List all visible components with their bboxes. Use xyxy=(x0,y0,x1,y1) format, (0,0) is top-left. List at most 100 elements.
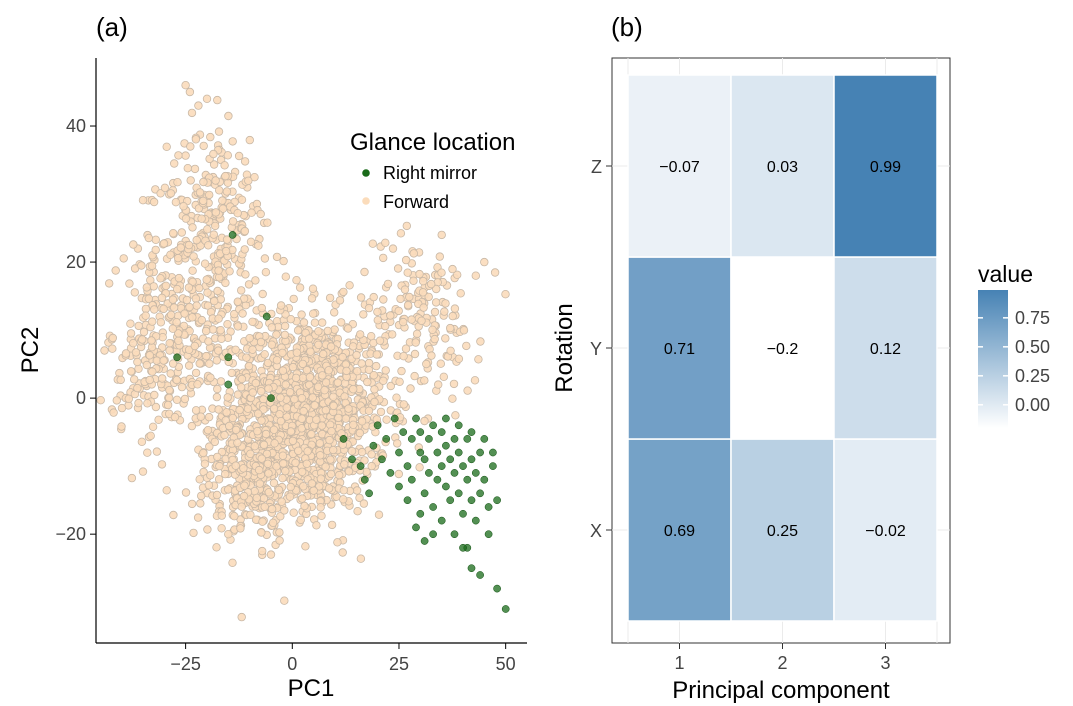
scatter-point-forward xyxy=(202,94,212,103)
scatter-point-forward xyxy=(185,302,194,312)
scatter-point-forward xyxy=(241,270,250,279)
scatter-point-forward xyxy=(198,196,208,206)
scatter-point-forward xyxy=(394,306,403,316)
colorbar-tick-label: 0.00 xyxy=(1015,395,1050,415)
scatter-point-forward xyxy=(192,235,201,245)
scatter-point-forward xyxy=(370,385,379,394)
scatter-point-right-mirror xyxy=(437,428,446,436)
scatter-point-forward xyxy=(194,101,203,110)
scatter-point-forward xyxy=(253,409,263,418)
scatter-point-forward xyxy=(186,176,195,185)
scatter-point-forward xyxy=(137,335,147,344)
scatter-point-forward xyxy=(453,270,462,279)
scatter-point-forward xyxy=(441,299,450,308)
scatter-point-forward xyxy=(490,268,500,277)
scatter-point-forward xyxy=(159,304,168,314)
scatter-point-forward xyxy=(117,403,127,413)
scatter-point-right-mirror xyxy=(416,428,425,436)
heatmap-cell xyxy=(730,438,835,622)
heatmap-cell-label: −0.02 xyxy=(865,523,906,540)
scatter-point-forward xyxy=(338,548,347,557)
scatter-point-forward xyxy=(314,327,323,336)
scatter-point-forward xyxy=(248,345,257,354)
scatter-point-right-mirror xyxy=(467,496,476,505)
scatter-point-forward xyxy=(326,469,336,479)
scatter-point-forward xyxy=(228,137,237,146)
scatter-point-forward xyxy=(151,245,160,255)
scatter-point-right-mirror xyxy=(339,435,348,443)
scatter-point-forward xyxy=(448,394,457,403)
scatter-point-forward xyxy=(323,326,332,336)
scatter-point-forward xyxy=(296,515,305,524)
scatter-point-forward xyxy=(381,366,390,375)
scatter-point-forward xyxy=(307,479,317,488)
scatter-point-right-mirror xyxy=(386,469,395,477)
scatter-point-forward xyxy=(100,346,109,355)
scatter-point-forward xyxy=(213,452,222,462)
scatter-point-forward xyxy=(146,431,155,440)
scatter-point-forward xyxy=(301,542,310,551)
scatter-point-forward xyxy=(439,372,448,381)
scatter-point-forward xyxy=(182,295,192,305)
scatter-point-forward xyxy=(267,340,276,349)
scatter-point-forward xyxy=(261,268,271,277)
scatter-point-right-mirror xyxy=(382,435,391,443)
heatmap-cell xyxy=(833,74,938,258)
scatter-point-forward xyxy=(168,228,178,238)
scatter-point-forward xyxy=(157,460,167,469)
scatter-point-forward xyxy=(261,429,271,439)
scatter-point-right-mirror xyxy=(446,496,455,505)
scatter-point-forward xyxy=(108,333,117,343)
scatter-point-forward xyxy=(440,307,449,316)
scatter-point-forward xyxy=(417,316,426,325)
scatter-point-forward xyxy=(149,197,159,207)
scatter-point-forward xyxy=(275,536,284,545)
scatter-point-forward xyxy=(415,463,424,472)
scatter-point-forward xyxy=(222,187,232,196)
scatter-point-forward xyxy=(242,353,251,362)
scatter-point-forward xyxy=(256,209,265,219)
scatter-point-forward xyxy=(372,361,381,371)
scatter-point-forward xyxy=(264,488,273,497)
heatmap-y-axis-title: Rotation xyxy=(551,303,578,392)
scatter-point-forward xyxy=(206,471,215,480)
scatter-point-forward xyxy=(314,340,323,349)
scatter-point-forward xyxy=(272,252,282,262)
scatter-point-forward xyxy=(381,321,390,331)
scatter-point-forward xyxy=(430,307,440,317)
scatter-point-forward xyxy=(229,309,239,319)
scatter-point-forward xyxy=(393,439,402,448)
scatter-point-forward xyxy=(315,482,324,491)
scatter-point-forward xyxy=(316,451,325,460)
scatter-point-forward xyxy=(406,384,415,393)
scatter-point-forward xyxy=(157,293,167,303)
scatter-point-forward xyxy=(206,373,215,382)
scatter-point-forward xyxy=(200,259,210,268)
heatmap-cell xyxy=(627,74,732,258)
scatter-point-forward xyxy=(431,298,441,307)
scatter-point-forward xyxy=(181,488,191,497)
scatter-point-right-mirror xyxy=(459,509,467,518)
scatter-point-right-mirror xyxy=(403,462,412,470)
scatter-point-forward xyxy=(204,190,214,200)
heatmap-cell-label: 0.12 xyxy=(870,341,901,358)
scatter-point-right-mirror xyxy=(416,509,425,518)
scatter-point-forward xyxy=(185,87,195,97)
scatter-point-forward xyxy=(448,311,457,321)
scatter-point-forward xyxy=(224,421,234,431)
scatter-point-forward xyxy=(463,386,472,395)
scatter-point-forward xyxy=(297,414,306,423)
scatter-point-right-mirror xyxy=(437,462,446,470)
scatter-point-right-mirror xyxy=(489,462,497,470)
scatter-point-forward xyxy=(297,394,307,403)
scatter-point-forward xyxy=(191,368,201,378)
scatter-point-forward xyxy=(213,384,222,394)
scatter-point-forward xyxy=(363,377,372,387)
scatter-y-tick-label: −20 xyxy=(55,524,86,544)
scatter-point-forward xyxy=(325,293,335,303)
scatter-point-forward xyxy=(236,524,245,533)
scatter-point-forward xyxy=(148,367,157,376)
scatter-point-forward xyxy=(184,240,194,250)
scatter-point-forward xyxy=(405,292,414,302)
heatmap-cell xyxy=(627,256,732,440)
